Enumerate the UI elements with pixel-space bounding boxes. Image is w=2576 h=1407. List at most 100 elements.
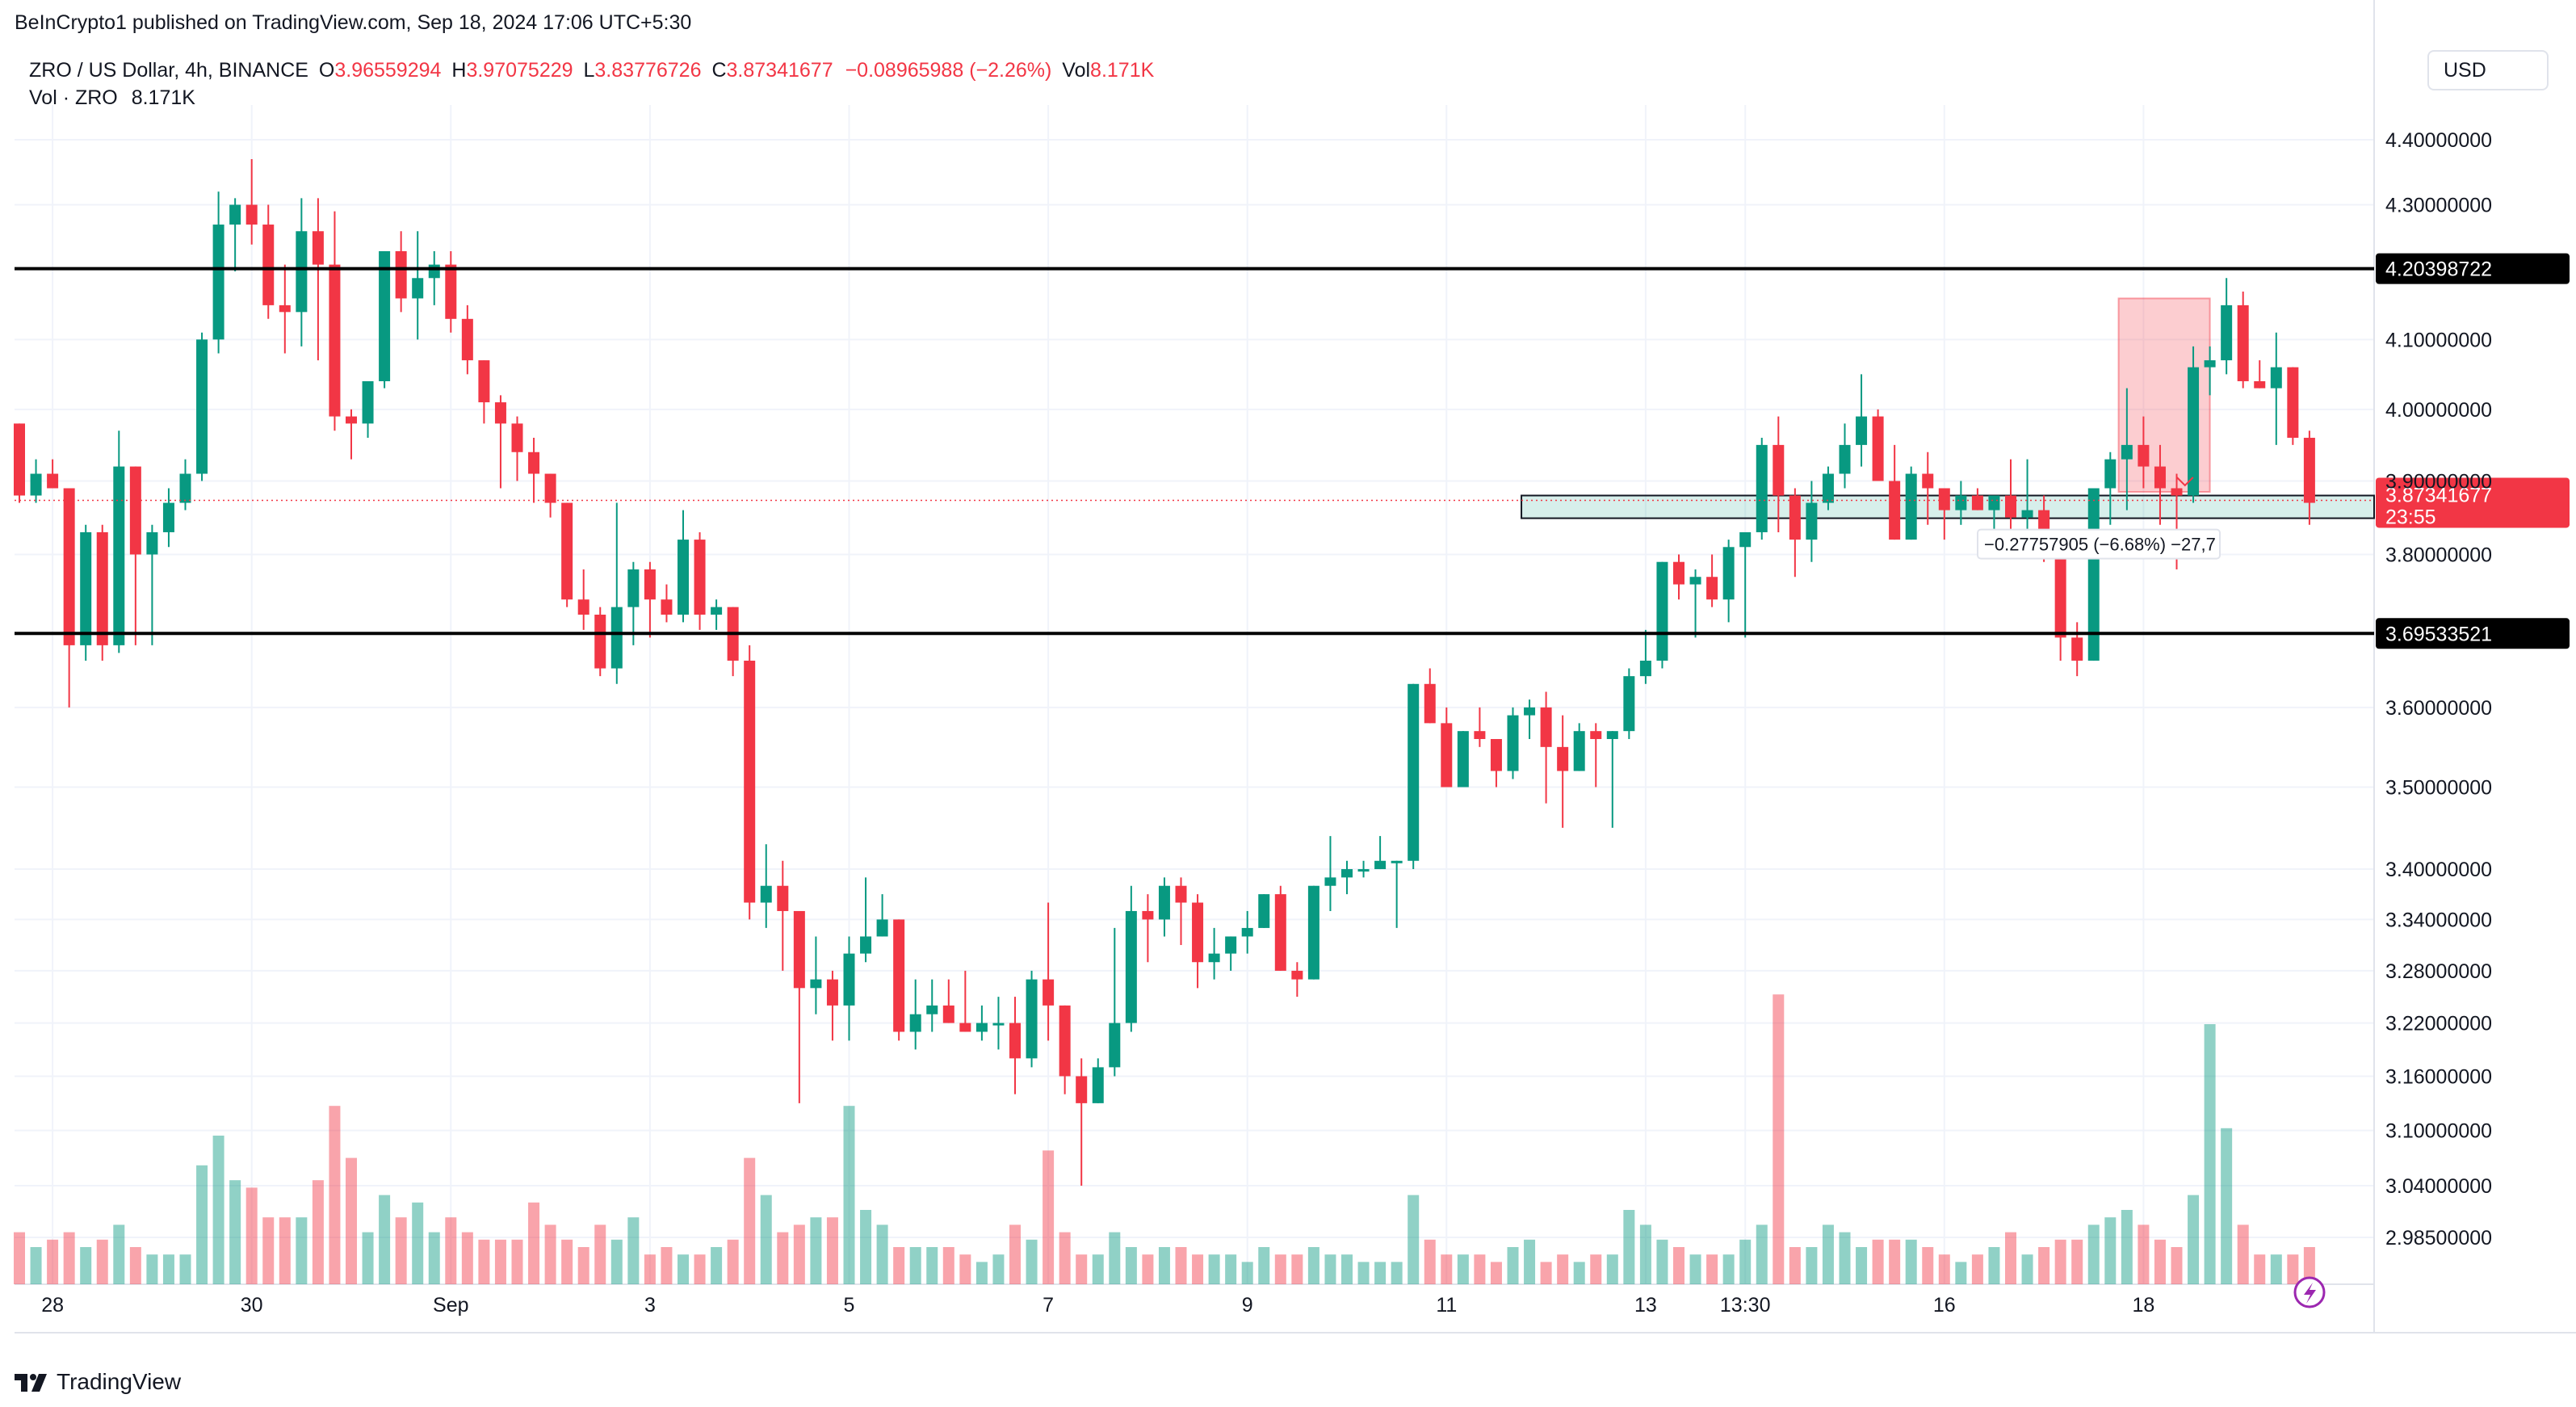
candle xyxy=(1722,540,1735,623)
x-tick-label: 28 xyxy=(41,1294,64,1317)
candle-body xyxy=(926,1005,938,1014)
candle-body xyxy=(212,225,224,340)
candle xyxy=(2237,292,2249,388)
candle xyxy=(1291,962,1303,998)
candle xyxy=(810,936,822,1014)
volume-bar xyxy=(1822,1224,1834,1284)
candle-body xyxy=(1689,577,1701,585)
candle xyxy=(1374,836,1387,870)
volume-bar xyxy=(1955,1262,1967,1284)
x-tick-label: 3 xyxy=(644,1294,656,1317)
candle-body xyxy=(1307,885,1319,980)
candle-body xyxy=(2237,304,2249,381)
x-tick-label: Sep xyxy=(433,1294,468,1317)
volume-bar xyxy=(63,1232,75,1284)
volume-bar xyxy=(1922,1247,1934,1284)
volume-bar xyxy=(1208,1254,1220,1284)
volume-bar xyxy=(1158,1247,1170,1284)
x-tick-label: 18 xyxy=(2132,1294,2154,1317)
volume-bar xyxy=(793,1224,805,1284)
candle-body xyxy=(644,569,656,600)
candle xyxy=(1490,738,1502,788)
candle-body xyxy=(2221,304,2233,361)
candle xyxy=(1009,997,1021,1094)
candle-body xyxy=(661,599,673,615)
candle-body xyxy=(1059,1005,1071,1077)
volume-bar xyxy=(312,1180,324,1284)
candle xyxy=(1856,374,1868,467)
candle xyxy=(1258,894,1270,928)
volume-bar xyxy=(1656,1239,1668,1284)
volume-bar xyxy=(1374,1262,1387,1284)
currency-button[interactable]: USD xyxy=(2427,50,2549,90)
candle xyxy=(1822,466,1834,510)
volume-bar xyxy=(80,1247,92,1284)
candle-body xyxy=(1822,473,1834,503)
volume-bar xyxy=(627,1217,640,1284)
candle xyxy=(1142,894,1154,963)
volume-legend-label[interactable]: Vol · ZRO xyxy=(29,86,118,109)
candle-body xyxy=(793,910,805,989)
candle-body xyxy=(296,231,308,313)
candle xyxy=(561,502,573,607)
volume-bar xyxy=(2254,1254,2266,1284)
volume-bar xyxy=(212,1136,224,1284)
candle xyxy=(528,438,540,503)
candle xyxy=(1125,885,1137,1032)
volume-bar xyxy=(1043,1150,1055,1284)
candle-body xyxy=(1988,495,2000,510)
x-tick-label: 13:30 xyxy=(1720,1294,1771,1317)
candle xyxy=(2121,388,2133,510)
candle xyxy=(96,524,108,661)
volume-bar xyxy=(1639,1224,1651,1284)
chart-grid xyxy=(15,0,2576,1334)
candle xyxy=(1689,569,1701,638)
volume-bar xyxy=(926,1247,938,1284)
candle xyxy=(511,416,523,481)
volume-bar xyxy=(1424,1239,1436,1284)
volume-bar xyxy=(528,1202,540,1284)
candle-body xyxy=(975,1023,988,1032)
candle xyxy=(544,473,556,518)
candle xyxy=(14,423,25,503)
volume-bar xyxy=(694,1254,706,1284)
x-tick-label: 13 xyxy=(1634,1294,1657,1317)
candle xyxy=(1606,731,1618,828)
x-tick-label: 7 xyxy=(1043,1294,1054,1317)
high-label: H xyxy=(451,59,467,82)
candle-body xyxy=(2287,367,2299,439)
candle-body xyxy=(594,615,606,669)
symbol-label[interactable]: ZRO / US Dollar, 4h, BINANCE xyxy=(29,59,308,82)
volume-bar xyxy=(14,1232,25,1284)
candle xyxy=(494,395,506,489)
candle xyxy=(229,198,241,271)
y-tick-label: 4.10000000 xyxy=(2385,329,2492,351)
candle-body xyxy=(1341,869,1353,878)
candle-body xyxy=(893,919,905,1032)
candle-body xyxy=(942,1005,954,1023)
candle xyxy=(1789,488,1801,578)
candle-body xyxy=(2204,360,2216,368)
candle-body xyxy=(1773,444,1785,496)
candle xyxy=(777,860,789,971)
volume-bar xyxy=(96,1239,108,1284)
candle-body xyxy=(428,264,440,279)
candle-body xyxy=(1922,473,1934,489)
y-tick-label: 4.00000000 xyxy=(2385,399,2492,422)
volume-bar xyxy=(1391,1262,1403,1284)
candle xyxy=(2021,459,2033,532)
candle xyxy=(694,531,706,630)
candle xyxy=(412,231,424,340)
vol-label: Vol xyxy=(1062,59,1091,82)
volume-bar xyxy=(379,1195,391,1284)
volume-bar xyxy=(1441,1254,1453,1284)
candle xyxy=(346,409,357,460)
volume-bar xyxy=(1872,1239,1884,1284)
candle xyxy=(1922,452,1934,525)
volume-bar xyxy=(1307,1247,1319,1284)
volume-bar xyxy=(1856,1247,1868,1284)
candle xyxy=(30,459,42,503)
candle-body xyxy=(511,423,523,452)
candle-body xyxy=(1590,731,1602,739)
